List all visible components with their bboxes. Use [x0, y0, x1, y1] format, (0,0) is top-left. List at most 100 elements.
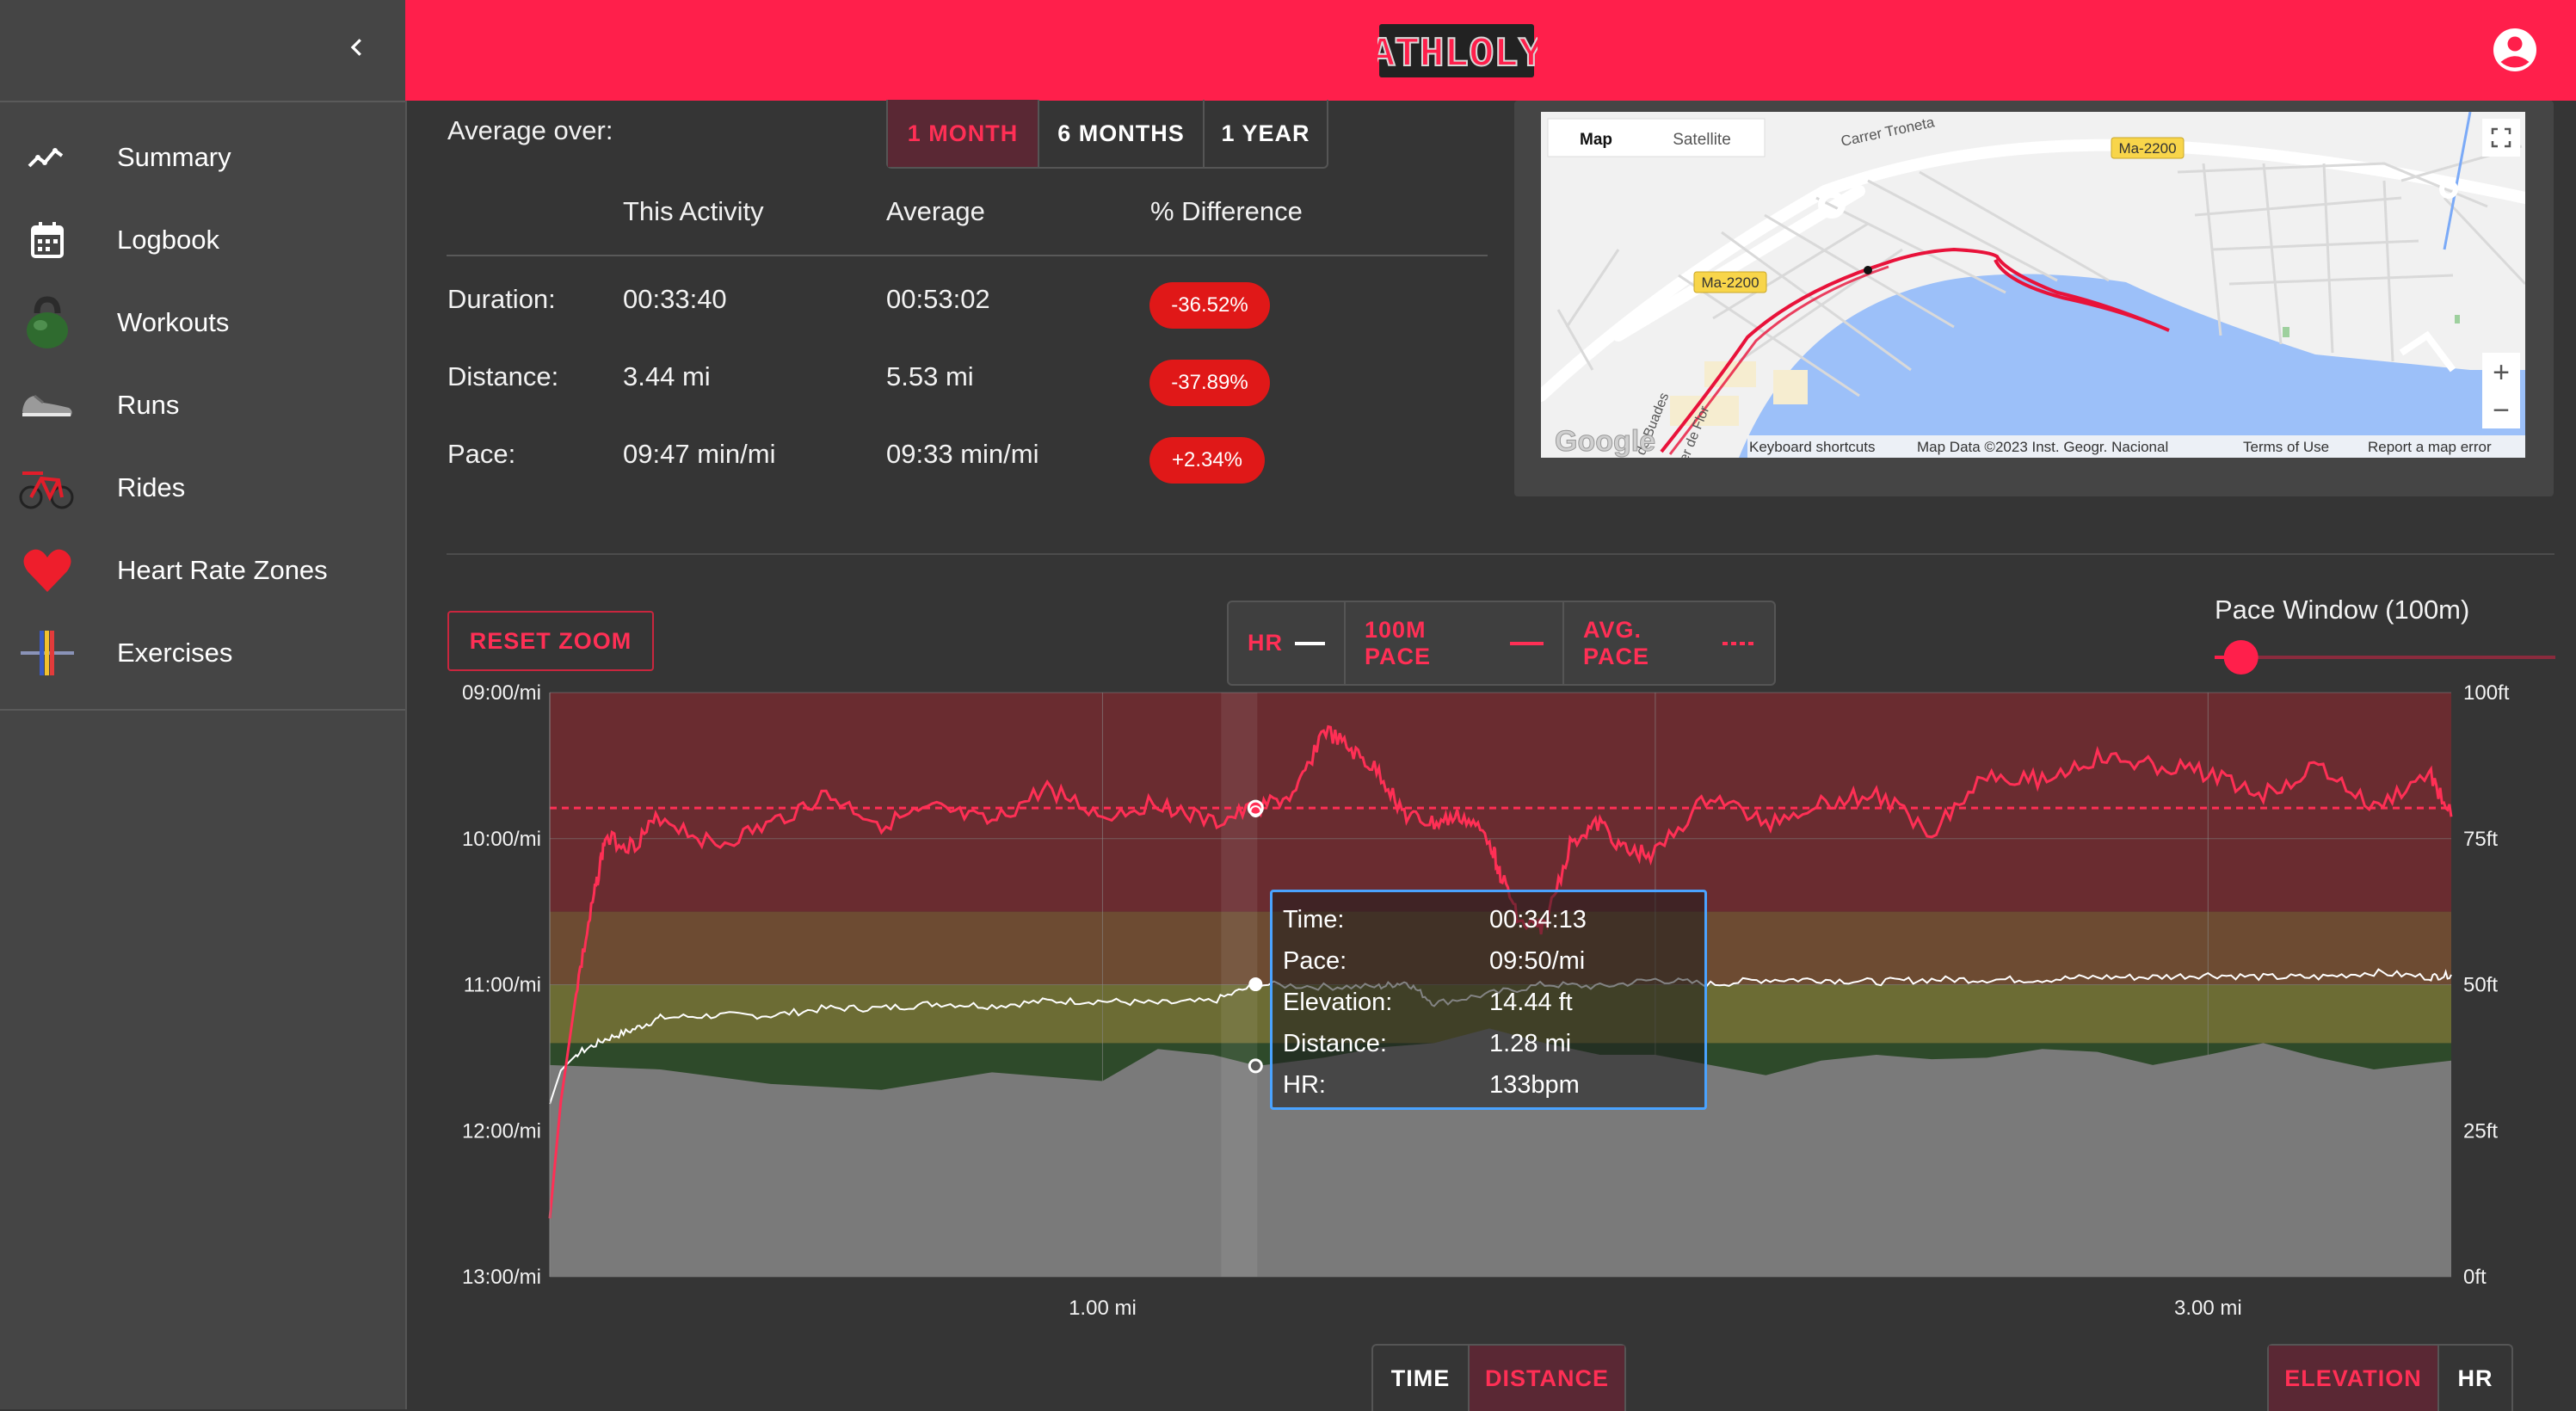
pace-line — [548, 724, 2453, 1219]
y-axis-pace-label: 11:00/mi — [464, 974, 541, 997]
road-shield-label: Ma-2200 — [2118, 140, 2176, 157]
average-period-toggle: 1 MONTH 6 MONTHS 1 YEAR — [886, 100, 1328, 169]
pace-hr-elevation-chart[interactable]: 09:00/mi 10:00/mi 11:00/mi 12:00/mi 13:00/mi… — [430, 671, 2564, 1325]
kettlebell-icon — [17, 293, 77, 353]
dashed-line-swatch — [1722, 641, 1755, 645]
road-shield — [1693, 271, 1767, 293]
pace-difference-badge: +2.34% — [1149, 437, 1265, 484]
account-circle-icon — [2493, 28, 2536, 71]
section-divider — [447, 553, 2554, 555]
column-header-this-activity: This Activity — [623, 196, 764, 226]
barbell-icon — [17, 623, 77, 683]
route-position-marker — [1864, 266, 1872, 274]
y-axis-elevation-label: 100ft — [2463, 681, 2510, 705]
terms-of-use-link[interactable]: Terms of Use — [2243, 439, 2329, 455]
duration-activity-value: 00:33:40 — [623, 284, 727, 314]
app-logo[interactable]: ATHLOLY — [1377, 21, 1538, 81]
pace-marker — [1249, 805, 1262, 818]
sidebar-item-label: Rides — [117, 472, 186, 502]
map-data-attribution: Map Data ©2023 Inst. Geogr. Nacional — [1917, 439, 2168, 455]
pace-activity-value: 09:47 min/mi — [623, 439, 776, 469]
period-6-months-button[interactable]: 6 MONTHS — [1039, 100, 1205, 167]
series-hr-label: HR — [1248, 630, 1283, 656]
road-shield-label: Ma-2200 — [1701, 274, 1759, 291]
y-axis-pace-label: 12:00/mi — [462, 1119, 541, 1143]
y-axis-pace-label: 09:00/mi — [462, 681, 541, 705]
period-1-year-button[interactable]: 1 YEAR — [1221, 120, 1310, 146]
average-over-label: Average over: — [447, 115, 613, 145]
keyboard-shortcuts-link[interactable]: Keyboard shortcuts — [1749, 439, 1875, 455]
sidebar-item-exercises[interactable]: Exercises — [0, 614, 405, 692]
column-header-average: Average — [886, 196, 985, 226]
y-axis-elevation-label: 75ft — [2463, 828, 2498, 851]
hover-markers — [1247, 799, 1264, 1074]
tooltip-time-key: Time: — [1283, 906, 1345, 933]
tooltip-elevation-value: 14.44 ft — [1489, 989, 1573, 1016]
route-map[interactable]: Ma-2200 Ma-2200 Carrer Troneta de Buades… — [1541, 112, 2525, 458]
google-logo: Google — [1555, 425, 1655, 458]
map-tab-satellite[interactable]: Satellite — [1673, 131, 1731, 149]
tooltip-distance-value: 1.28 mi — [1489, 1030, 1572, 1057]
x-axis-distance-label: 3.00 mi — [2174, 1297, 2242, 1320]
app-header: ATHLOLY — [405, 0, 2576, 101]
sidebar-item-summary[interactable]: Summary — [0, 119, 405, 196]
tooltip-elevation-key: Elevation: — [1283, 989, 1393, 1016]
series-hr-button[interactable]: HR — [1229, 602, 1346, 684]
pace-window-slider[interactable] — [2215, 638, 2555, 676]
sidebar-item-heart-rate-zones[interactable]: Heart Rate Zones — [0, 532, 405, 609]
x-axis-distance-label: 1.00 mi — [1069, 1297, 1137, 1320]
chevron-left-icon — [350, 39, 361, 56]
sidebar-item-runs[interactable]: Runs — [0, 367, 405, 444]
main-road — [1541, 139, 2525, 402]
tooltip-hr-value: 133bpm — [1489, 1071, 1580, 1099]
fullscreen-button[interactable] — [2482, 119, 2520, 157]
distance-difference-badge: -37.89% — [1149, 360, 1270, 406]
reset-zoom-button[interactable]: RESET ZOOM — [447, 611, 654, 671]
sidebar-item-label: Summary — [117, 142, 231, 172]
chart-axes: 09:00/mi 10:00/mi 11:00/mi 12:00/mi 13:00/mi… — [462, 681, 2510, 1320]
x-mode-time-button[interactable]: TIME — [1373, 1346, 1470, 1411]
sidebar-item-rides[interactable]: Rides — [0, 449, 405, 527]
sidebar-item-label: Runs — [117, 390, 180, 420]
trending-up-icon — [17, 127, 77, 188]
zoom-out-button[interactable]: − — [2493, 394, 2510, 427]
account-button[interactable] — [2489, 24, 2541, 76]
zoom-in-button[interactable]: + — [2493, 356, 2510, 389]
series-100m-pace-label: 100M PACE — [1365, 616, 1432, 669]
y-axis-elevation-label: 25ft — [2463, 1119, 2498, 1143]
x-axis-mode-toggle: TIME DISTANCE — [1371, 1344, 1626, 1411]
report-map-error-link[interactable]: Report a map error — [2368, 439, 2492, 455]
period-1-month-button[interactable]: 1 MONTH — [888, 100, 1039, 167]
duration-average-value: 00:53:02 — [886, 284, 990, 314]
elevation-marker — [1248, 1058, 1263, 1074]
sidebar-item-logbook[interactable]: Logbook — [0, 201, 405, 279]
sidebar-item-workouts[interactable]: Workouts — [0, 284, 405, 361]
road-shield — [2111, 137, 2185, 159]
chart-tooltip: Time: 00:34:13 Pace: 09:50/mi Elevation:… — [1270, 890, 1707, 1110]
heart-icon — [17, 540, 77, 601]
sidebar-divider — [0, 709, 405, 711]
map-tab-map[interactable]: Map — [1580, 131, 1612, 149]
bicycle-icon — [17, 458, 77, 518]
logo-text: ATHLOLY — [1377, 32, 1538, 78]
tooltip-pace-value: 09:50/mi — [1489, 947, 1586, 975]
calendar-icon — [17, 210, 77, 270]
tooltip-pace-key: Pace: — [1283, 947, 1347, 975]
fullscreen-icon — [2491, 127, 2511, 148]
distance-average-value: 5.53 mi — [886, 361, 974, 391]
overlay-hr-button[interactable]: HR — [2457, 1365, 2493, 1391]
sidebar-item-label: Workouts — [117, 307, 230, 337]
x-mode-distance-button[interactable]: DISTANCE — [1470, 1346, 1624, 1411]
tooltip-distance-key: Distance: — [1283, 1030, 1387, 1057]
overlay-elevation-button[interactable]: ELEVATION — [2269, 1346, 2439, 1411]
series-avg-pace-button[interactable]: AVG. PACE — [1564, 602, 1774, 684]
pace-average-value: 09:33 min/mi — [886, 439, 1039, 469]
slider-thumb[interactable] — [2223, 640, 2259, 675]
tooltip-hr-key: HR: — [1283, 1071, 1326, 1099]
column-header-difference: % Difference — [1150, 196, 1303, 226]
collapse-sidebar-button[interactable] — [340, 26, 374, 69]
series-toggle-group: HR 100M PACE AVG. PACE — [1227, 601, 1776, 686]
series-100m-pace-button[interactable]: 100M PACE — [1346, 602, 1564, 684]
row-label-distance: Distance: — [447, 361, 559, 391]
overlay-toggle: ELEVATION HR — [2267, 1344, 2513, 1411]
